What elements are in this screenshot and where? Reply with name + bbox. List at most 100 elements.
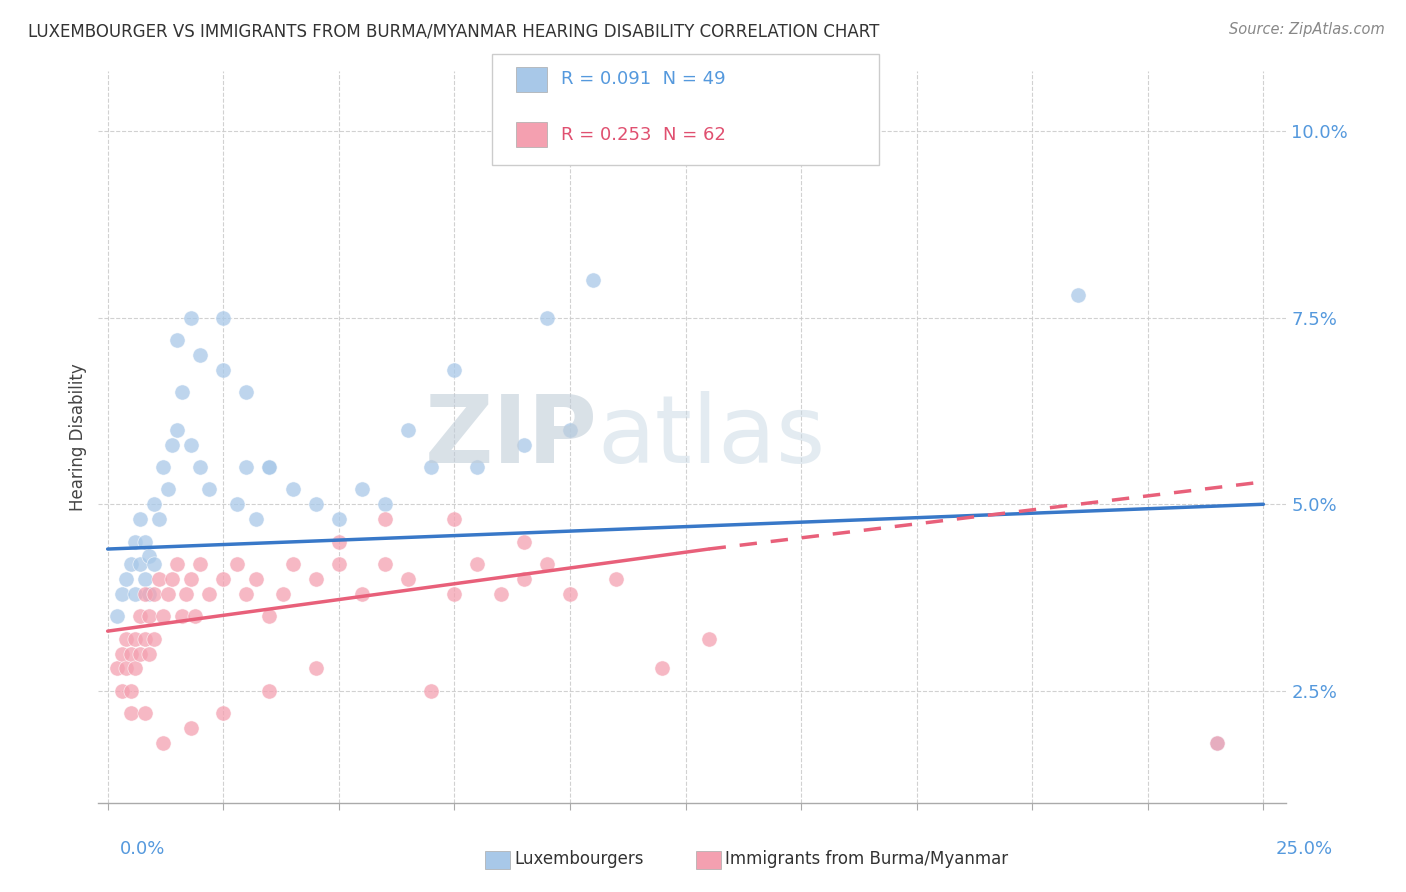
Point xyxy=(170,385,193,400)
Point xyxy=(188,459,211,474)
Point xyxy=(512,437,534,451)
Text: Source: ZipAtlas.com: Source: ZipAtlas.com xyxy=(1229,22,1385,37)
Point xyxy=(1206,736,1229,750)
Point xyxy=(148,572,170,586)
Point xyxy=(115,572,138,586)
Point xyxy=(110,587,132,601)
Point xyxy=(162,572,184,586)
Text: 25.0%: 25.0% xyxy=(1275,840,1333,858)
Point xyxy=(134,534,156,549)
Point xyxy=(152,736,174,750)
Point xyxy=(142,557,165,571)
Point xyxy=(142,587,165,601)
Point xyxy=(184,609,207,624)
Point xyxy=(443,363,465,377)
Point xyxy=(396,423,419,437)
Point xyxy=(558,587,581,601)
Point xyxy=(467,557,489,571)
Point xyxy=(129,609,152,624)
Point xyxy=(235,459,257,474)
Point xyxy=(142,632,165,646)
Point xyxy=(138,549,160,564)
Point xyxy=(180,572,202,586)
Point xyxy=(305,497,328,511)
Point xyxy=(467,459,489,474)
Point xyxy=(180,721,202,735)
Point xyxy=(166,557,188,571)
Point xyxy=(374,512,396,526)
Text: R = 0.253  N = 62: R = 0.253 N = 62 xyxy=(561,126,725,144)
Point xyxy=(134,587,156,601)
Point xyxy=(259,609,281,624)
Point xyxy=(305,572,328,586)
Point xyxy=(1067,288,1090,302)
Point xyxy=(138,609,160,624)
Point xyxy=(212,310,235,325)
Point xyxy=(110,647,132,661)
Point xyxy=(138,587,160,601)
Point xyxy=(134,572,156,586)
Point xyxy=(152,459,174,474)
Text: LUXEMBOURGER VS IMMIGRANTS FROM BURMA/MYANMAR HEARING DISABILITY CORRELATION CHA: LUXEMBOURGER VS IMMIGRANTS FROM BURMA/MY… xyxy=(28,22,880,40)
Point xyxy=(396,572,419,586)
Point xyxy=(129,557,152,571)
Point xyxy=(170,609,193,624)
Point xyxy=(138,647,160,661)
Text: 0.0%: 0.0% xyxy=(120,840,165,858)
Text: atlas: atlas xyxy=(598,391,825,483)
Point xyxy=(162,437,184,451)
Point xyxy=(188,348,211,362)
Point xyxy=(281,557,304,571)
Point xyxy=(328,557,350,571)
Point xyxy=(180,437,202,451)
Point xyxy=(259,683,281,698)
Point xyxy=(512,534,534,549)
Point xyxy=(259,459,281,474)
Point xyxy=(198,587,221,601)
Point xyxy=(129,512,152,526)
Point xyxy=(558,423,581,437)
Point xyxy=(420,459,443,474)
Point xyxy=(328,512,350,526)
Point xyxy=(152,609,174,624)
Point xyxy=(174,587,197,601)
Point xyxy=(443,587,465,601)
Point xyxy=(582,273,605,287)
Y-axis label: Hearing Disability: Hearing Disability xyxy=(69,363,87,511)
Point xyxy=(105,661,128,675)
Point xyxy=(235,385,257,400)
Point xyxy=(212,363,235,377)
Point xyxy=(212,572,235,586)
Point xyxy=(166,333,188,347)
Point xyxy=(134,706,156,721)
Point xyxy=(124,534,146,549)
Point xyxy=(651,661,673,675)
Point xyxy=(115,661,138,675)
Point xyxy=(198,483,221,497)
Point xyxy=(180,310,202,325)
Point xyxy=(166,423,188,437)
Point xyxy=(305,661,328,675)
Point xyxy=(120,647,142,661)
Point xyxy=(245,572,267,586)
Point xyxy=(443,512,465,526)
Point xyxy=(605,572,627,586)
Point xyxy=(156,587,179,601)
Point xyxy=(489,587,512,601)
Point xyxy=(142,497,165,511)
Point xyxy=(281,483,304,497)
Point xyxy=(374,557,396,571)
Point xyxy=(148,512,170,526)
Point xyxy=(115,632,138,646)
Point xyxy=(124,587,146,601)
Point xyxy=(134,632,156,646)
Point xyxy=(328,534,350,549)
Point xyxy=(226,497,249,511)
Point xyxy=(120,683,142,698)
Point xyxy=(188,557,211,571)
Text: Luxembourgers: Luxembourgers xyxy=(515,850,644,868)
Point xyxy=(105,609,128,624)
Point xyxy=(110,683,132,698)
Point xyxy=(350,587,373,601)
Point xyxy=(156,483,179,497)
